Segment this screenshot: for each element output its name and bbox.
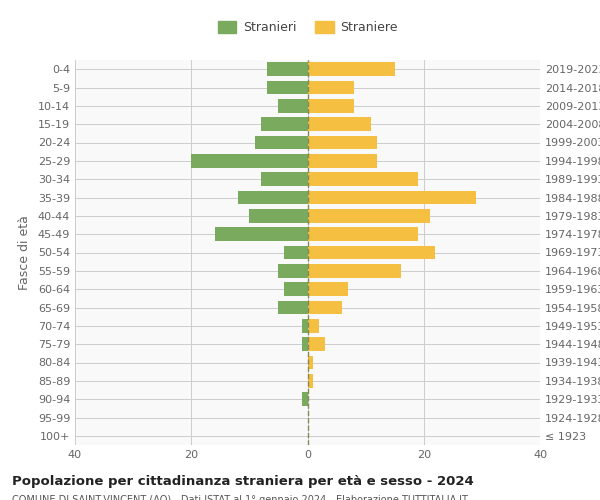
Text: Popolazione per cittadinanza straniera per età e sesso - 2024: Popolazione per cittadinanza straniera p… — [12, 475, 474, 488]
Bar — [308, 172, 418, 186]
Bar — [302, 338, 308, 351]
Bar — [308, 300, 343, 314]
Bar — [308, 118, 371, 131]
Bar — [284, 246, 308, 260]
Bar — [261, 118, 308, 131]
Bar — [308, 246, 436, 260]
Y-axis label: Fasce di età: Fasce di età — [18, 215, 31, 290]
Bar — [267, 62, 308, 76]
Bar — [278, 99, 308, 112]
Bar — [308, 338, 325, 351]
Bar — [267, 80, 308, 94]
Bar — [308, 319, 319, 332]
Bar — [250, 209, 308, 222]
Bar — [302, 319, 308, 332]
Bar — [278, 264, 308, 278]
Bar — [308, 356, 313, 370]
Bar — [308, 190, 476, 204]
Bar — [302, 392, 308, 406]
Bar — [284, 282, 308, 296]
Bar — [308, 99, 354, 112]
Legend: Stranieri, Straniere: Stranieri, Straniere — [212, 16, 403, 39]
Bar — [278, 300, 308, 314]
Bar — [308, 374, 313, 388]
Bar — [215, 228, 308, 241]
Bar — [308, 228, 418, 241]
Bar — [308, 209, 430, 222]
Bar — [255, 136, 308, 149]
Text: COMUNE DI SAINT-VINCENT (AO) - Dati ISTAT al 1° gennaio 2024 - Elaborazione TUTT: COMUNE DI SAINT-VINCENT (AO) - Dati ISTA… — [12, 495, 468, 500]
Bar — [308, 264, 401, 278]
Bar — [191, 154, 308, 168]
Bar — [261, 172, 308, 186]
Bar — [308, 282, 348, 296]
Bar — [308, 62, 395, 76]
Bar — [238, 190, 308, 204]
Bar — [308, 154, 377, 168]
Bar — [308, 136, 377, 149]
Bar — [308, 80, 354, 94]
